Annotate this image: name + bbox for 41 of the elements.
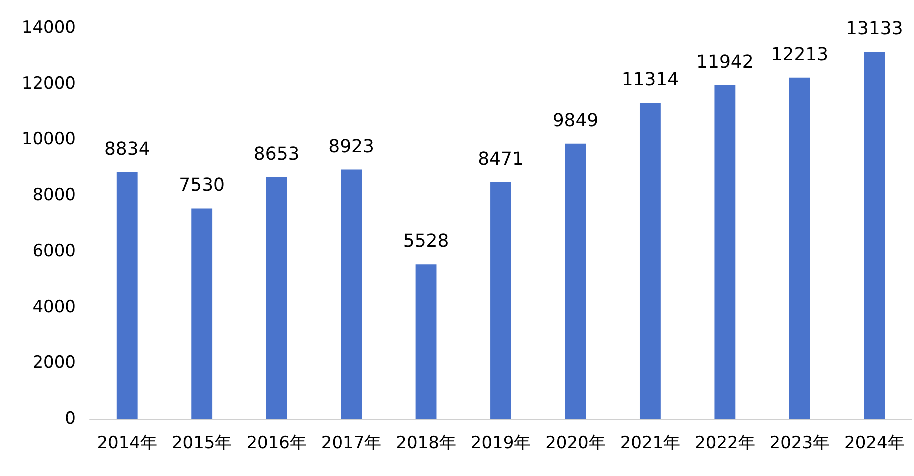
bar <box>266 177 288 419</box>
y-tick-label: 12000 <box>22 74 76 94</box>
data-label: 8471 <box>478 148 524 170</box>
y-tick-label: 8000 <box>32 186 76 206</box>
y-tick-label: 6000 <box>32 241 76 262</box>
data-label: 13133 <box>846 18 904 40</box>
y-tick-label: 2000 <box>32 353 76 374</box>
x-tick-label: 2015年 <box>172 434 232 454</box>
x-tick-label: 2016年 <box>246 434 307 454</box>
bar <box>490 182 512 419</box>
x-tick-label: 2021年 <box>620 434 681 454</box>
y-tick-label: 4000 <box>32 297 76 318</box>
y-tick-label: 10000 <box>22 130 76 150</box>
bar <box>116 172 138 419</box>
y-tick-label: 0 <box>65 409 76 429</box>
bar <box>341 170 362 419</box>
x-tick-label: 2023年 <box>770 434 830 454</box>
bar <box>416 264 437 419</box>
x-tick-label: 2022年 <box>695 434 756 454</box>
data-label: 11314 <box>622 70 680 91</box>
data-label: 9849 <box>552 110 599 132</box>
data-label: 8653 <box>254 144 300 165</box>
y-tick-label: 14000 <box>22 18 76 38</box>
x-tick-label: 2024年 <box>844 434 905 454</box>
bar <box>192 208 213 419</box>
data-label: 8834 <box>104 138 150 160</box>
x-tick-label: 2018年 <box>396 434 456 454</box>
data-label: 12213 <box>771 44 829 66</box>
bar <box>714 85 736 419</box>
x-tick-label: 2017年 <box>321 434 382 454</box>
x-tick-label: 2020年 <box>546 434 606 454</box>
x-tick-label: 2014年 <box>97 434 158 454</box>
data-label: 5528 <box>403 231 450 252</box>
data-label: 11942 <box>696 52 754 73</box>
x-tick-label: 2019年 <box>470 434 532 454</box>
bar <box>789 78 810 419</box>
bar <box>864 52 886 419</box>
bar <box>565 144 586 419</box>
data-label: 8923 <box>328 136 374 158</box>
bar <box>640 103 661 419</box>
data-label: 7530 <box>179 175 225 196</box>
